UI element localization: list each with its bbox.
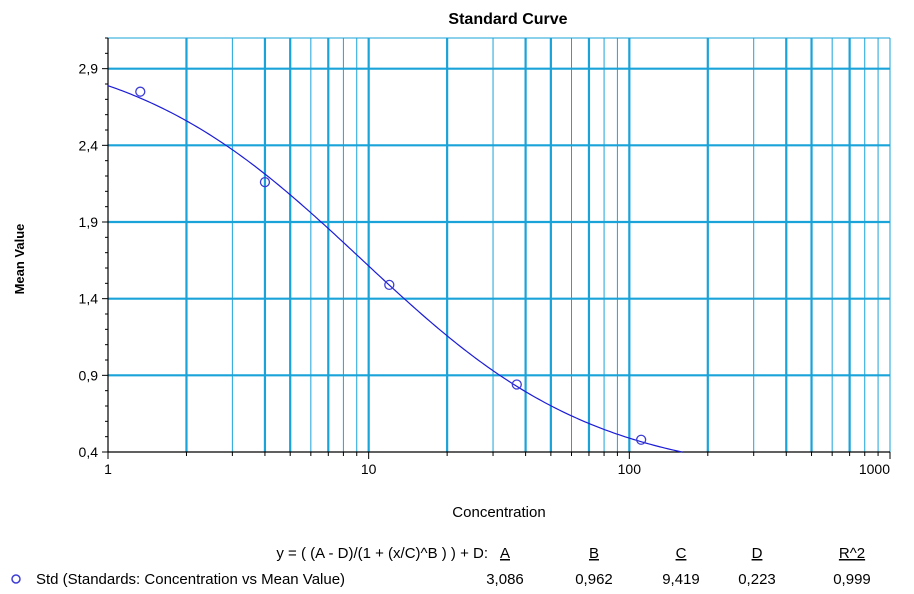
legend-value: 0,999 xyxy=(833,571,871,588)
axes xyxy=(107,38,890,453)
legend-header: A xyxy=(500,545,510,562)
data-point xyxy=(511,379,522,390)
y-tick-label: 1,9 xyxy=(79,214,99,230)
legend-columns: A 3,086 B 0,962 C 9,419 D 0,223 R^2 0,999 xyxy=(486,545,871,588)
x-tick-label: 10 xyxy=(361,461,377,477)
legend-series-name: Std (Standards: Concentration vs Mean Va… xyxy=(36,571,345,588)
legend-header: C xyxy=(676,545,687,562)
axis-ticks: 0,4 0,9 1,4 1,9 2,4 2,9 1 10 100 1000 xyxy=(79,37,891,477)
legend: y = ( (A - D)/(1 + (x/C)^B ) ) + D: A 3,0… xyxy=(11,545,871,588)
data-point xyxy=(259,176,271,188)
y-tick-label: 2,4 xyxy=(79,137,99,153)
y-axis-label: Mean Value xyxy=(12,224,27,295)
legend-value: 3,086 xyxy=(486,571,524,588)
y-tick-label: 2,9 xyxy=(79,61,99,77)
x-tick-label: 1000 xyxy=(859,461,890,477)
y-tick-label: 1,4 xyxy=(79,291,99,307)
x-axis-label: Concentration xyxy=(452,504,545,521)
legend-value: 0,223 xyxy=(738,571,776,588)
x-tick-label: 100 xyxy=(618,461,642,477)
fit-equation: y = ( (A - D)/(1 + (x/C)^B ) ) + D: xyxy=(276,545,488,562)
legend-marker xyxy=(11,574,21,584)
legend-value: 9,419 xyxy=(662,571,700,588)
legend-header: D xyxy=(752,545,763,562)
data-point xyxy=(135,86,146,97)
legend-value: 0,962 xyxy=(575,571,613,588)
grid-lines xyxy=(108,37,891,452)
fit-curve-group xyxy=(107,85,683,453)
y-tick-label: 0,9 xyxy=(79,367,99,383)
legend-header: B xyxy=(589,545,599,562)
data-point xyxy=(635,434,647,445)
legend-header: R^2 xyxy=(839,545,865,562)
fit-curve xyxy=(107,85,683,453)
x-tick-label: 1 xyxy=(104,461,112,477)
y-tick-label: 0,4 xyxy=(79,444,99,460)
data-points xyxy=(135,86,647,445)
data-point xyxy=(384,279,395,291)
chart-title: Standard Curve xyxy=(448,11,567,28)
